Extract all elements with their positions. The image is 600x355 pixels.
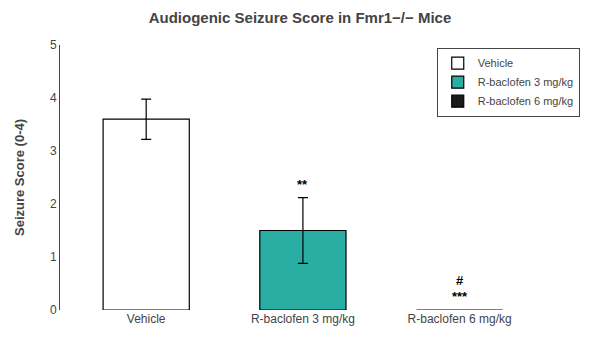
svg-text:Seizure Score (0-4): Seizure Score (0-4) [12, 119, 27, 236]
svg-text:5: 5 [50, 38, 57, 52]
svg-text:3: 3 [50, 144, 57, 158]
svg-text:Vehicle: Vehicle [127, 312, 166, 326]
svg-text:**: ** [297, 177, 308, 192]
svg-text:***: *** [452, 289, 468, 304]
svg-text:1: 1 [50, 250, 57, 264]
svg-text:#: # [456, 273, 464, 288]
svg-text:R-baclofen 6 mg/kg: R-baclofen 6 mg/kg [478, 95, 573, 107]
svg-text:Audiogenic Seizure Score in Fm: Audiogenic Seizure Score in Fmr1−/− Mice [149, 9, 452, 26]
svg-text:R-baclofen 6 mg/kg: R-baclofen 6 mg/kg [408, 312, 512, 326]
svg-text:R-baclofen 3 mg/kg: R-baclofen 3 mg/kg [478, 76, 573, 88]
svg-text:R-baclofen 3 mg/kg: R-baclofen 3 mg/kg [251, 312, 355, 326]
svg-text:4: 4 [50, 91, 57, 105]
svg-text:0: 0 [50, 303, 57, 317]
svg-text:Vehicle: Vehicle [478, 57, 513, 69]
svg-text:2: 2 [50, 197, 57, 211]
